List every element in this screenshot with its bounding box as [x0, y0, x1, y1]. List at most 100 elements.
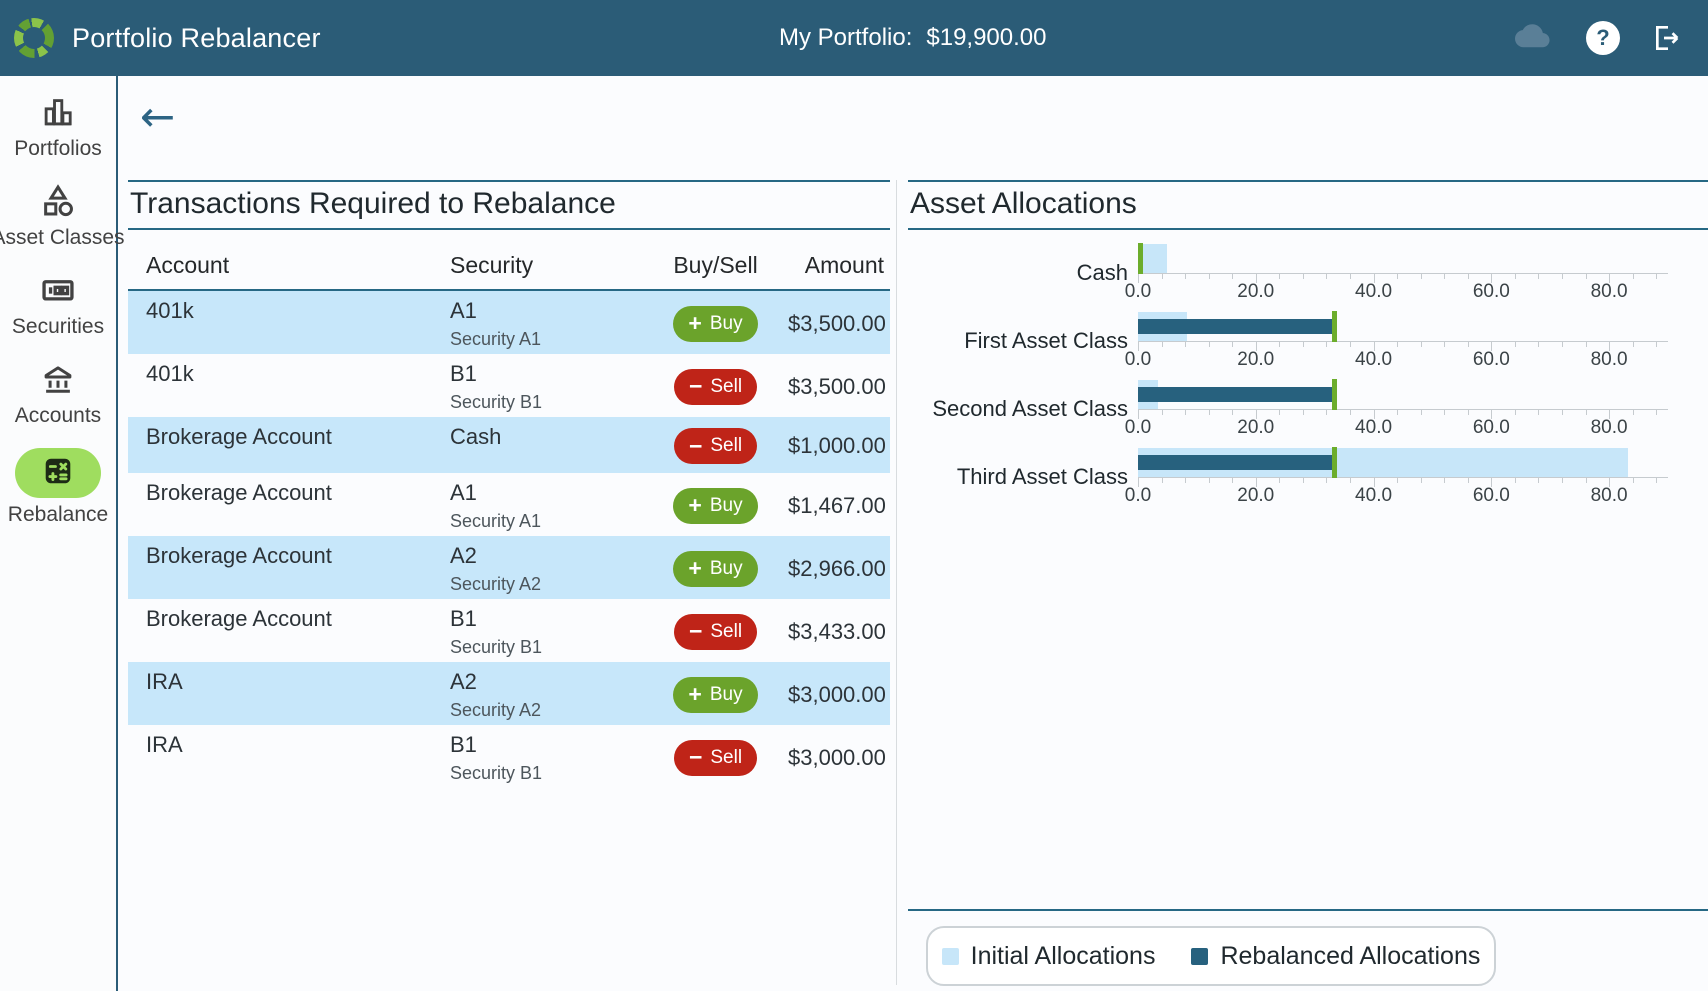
transactions-table-header: Account Security Buy/Sell Amount — [128, 252, 890, 291]
pill-sign-icon: − — [688, 618, 703, 644]
target-marker — [1138, 243, 1143, 274]
axis-tick — [1185, 342, 1187, 347]
axis-tick — [1397, 274, 1399, 279]
axis-tick-label: 40.0 — [1355, 349, 1393, 370]
pill-label: Sell — [710, 746, 743, 768]
axis-tick — [1161, 342, 1163, 347]
app-title: Portfolio Rebalancer — [72, 22, 321, 53]
help-button[interactable]: ? — [1586, 21, 1620, 55]
axis-tick — [1444, 410, 1446, 415]
x-axis: 0.0 20.0 40.0 60.0 80.0 — [1125, 409, 1668, 438]
column-header-buysell: Buy/Sell — [673, 252, 758, 278]
axis-tick — [1562, 342, 1563, 347]
axis-tick — [1420, 478, 1422, 483]
axis-tick — [1255, 478, 1257, 487]
axis-tick — [1514, 274, 1516, 279]
security-name: Security A2 — [450, 573, 542, 594]
axis-tick — [1467, 274, 1469, 279]
axis-tick — [1609, 410, 1611, 419]
buy-button[interactable]: + Buy — [673, 550, 758, 587]
pill-label: Sell — [710, 375, 743, 397]
app-logo-icon — [14, 18, 54, 58]
axis-tick — [1467, 410, 1469, 415]
buy-button[interactable]: + Buy — [673, 676, 758, 713]
logout-button[interactable] — [1650, 22, 1682, 54]
axis-tick-label: 40.0 — [1355, 281, 1393, 302]
axis-tick — [1397, 478, 1399, 483]
allocation-chart-row: First Asset Class 0.0 20.0 40.0 60.0 80.0 — [908, 311, 1708, 370]
security-symbol: A2 — [450, 543, 477, 568]
sell-button[interactable]: − Sell — [673, 613, 758, 650]
target-marker — [1331, 379, 1337, 410]
buy-button[interactable]: + Buy — [673, 487, 758, 524]
pill-label: Buy — [709, 312, 743, 334]
axis-tick — [1420, 410, 1422, 415]
sidebar-item-label: Asset Classes — [0, 226, 125, 249]
axis-tick — [1208, 478, 1210, 483]
security-symbol: B1 — [450, 732, 477, 757]
axis-tick — [1444, 342, 1446, 347]
sidebar-item-portfolios[interactable]: Portfolios — [14, 92, 102, 161]
security-symbol: B1 — [450, 606, 477, 631]
sell-button[interactable]: − Sell — [673, 368, 758, 405]
cloud-sync-icon — [1510, 20, 1556, 56]
account-cell: Brokerage Account — [146, 606, 332, 631]
axis-tick — [1632, 274, 1634, 279]
axis-tick-label: 20.0 — [1237, 349, 1275, 370]
account-cell: IRA — [146, 669, 183, 694]
target-marker — [1331, 447, 1337, 478]
sidebar-item-label: Accounts — [14, 404, 102, 427]
security-cell: A2 Security A2 — [428, 542, 643, 595]
bar-chart-icon — [38, 92, 78, 132]
back-button[interactable]: ← — [140, 96, 175, 138]
column-header-account: Account — [146, 252, 230, 278]
axis-tick — [1232, 478, 1234, 483]
pill-label: Sell — [710, 435, 743, 456]
bank-icon — [38, 359, 78, 399]
pill-sign-icon: + — [688, 555, 702, 581]
axis-tick — [1656, 274, 1658, 279]
axis-tick — [1326, 342, 1328, 347]
sidebar-item-securities[interactable]: Securities — [12, 270, 104, 339]
axis-tick — [1585, 342, 1587, 347]
back-arrow-icon: ← — [140, 92, 176, 141]
x-axis: 0.0 20.0 40.0 60.0 80.0 — [1125, 477, 1668, 506]
axis-tick-label: 40.0 — [1355, 485, 1393, 506]
sell-button[interactable]: − Sell — [673, 739, 758, 776]
axis-tick — [1491, 342, 1493, 351]
rebalanced-allocations-swatch — [1191, 947, 1209, 965]
axis-tick — [1609, 342, 1611, 351]
security-cell: B1 Security B1 — [428, 731, 643, 784]
amount-cell: $1,000.00 — [788, 433, 886, 458]
axis-tick — [1350, 410, 1351, 415]
axis-tick — [1632, 410, 1634, 415]
axis-tick — [1350, 478, 1351, 483]
security-symbol: Cash — [450, 424, 502, 449]
axis-tick — [1279, 410, 1281, 415]
sell-button[interactable]: − Sell — [673, 428, 758, 464]
asset-class-label: Second Asset Class — [932, 396, 1128, 421]
amount-cell: $1,467.00 — [788, 492, 886, 518]
axis-tick — [1538, 478, 1540, 483]
table-row: 401k A1 Security A1 + Buy $3,500.00 — [128, 291, 890, 354]
axis-tick — [1255, 342, 1257, 351]
sidebar-item-rebalance[interactable]: Rebalance — [8, 448, 108, 527]
chart-legend: Initial Allocations Rebalanced Allocatio… — [926, 926, 1496, 986]
rebalanced-allocation-bar — [1138, 319, 1335, 334]
target-marker — [1331, 311, 1337, 342]
sidebar-item-asset-classes[interactable]: Asset Classes — [0, 181, 125, 250]
calculator-icon — [40, 453, 76, 494]
chart-plot: 0.0 20.0 40.0 60.0 80.0 — [1125, 243, 1683, 302]
axis-tick — [1232, 342, 1234, 347]
security-name: Security B1 — [450, 762, 543, 783]
axis-tick-label: 80.0 — [1590, 417, 1628, 438]
axis-tick — [1538, 410, 1540, 415]
axis-tick — [1632, 478, 1634, 483]
security-name: Security A1 — [450, 328, 542, 349]
sidebar-item-accounts[interactable]: Accounts — [15, 359, 101, 428]
chart-plot: 0.0 20.0 40.0 60.0 80.0 — [1125, 447, 1683, 506]
x-axis: 0.0 20.0 40.0 60.0 80.0 — [1125, 341, 1668, 370]
axis-tick-label: 20.0 — [1237, 485, 1275, 506]
buy-button[interactable]: + Buy — [673, 305, 758, 342]
pill-label: Sell — [710, 620, 743, 642]
